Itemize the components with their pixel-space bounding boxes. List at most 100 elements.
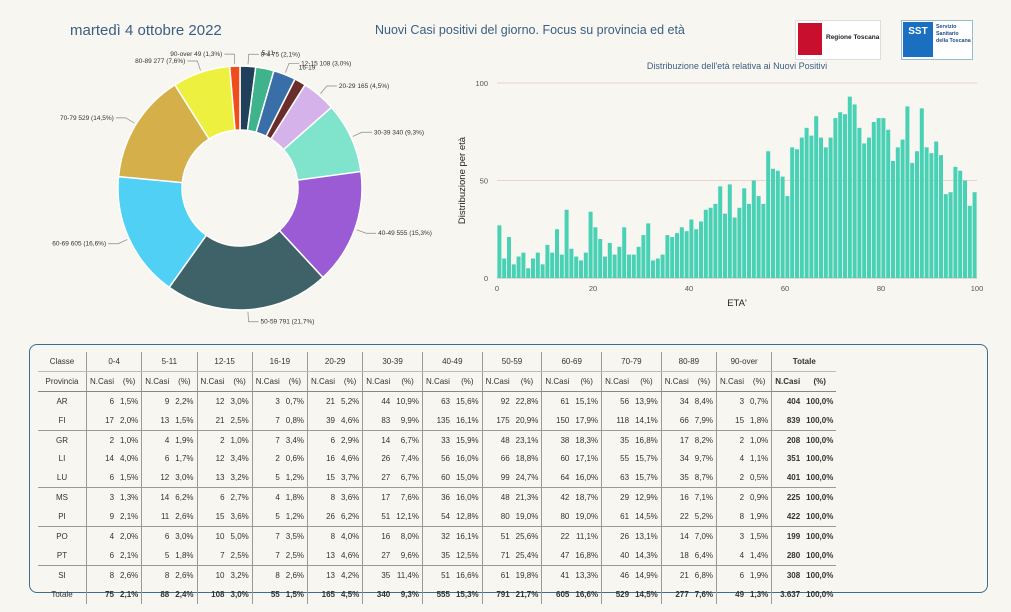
percent-cell: 4,5% [341, 589, 360, 599]
count-cell: 46 [601, 565, 633, 585]
header-ncasi: N.Casi [481, 371, 513, 392]
slice-leader-line [187, 60, 201, 71]
histogram-bar [900, 139, 905, 278]
table-row: MS 3 1,3% 14 6,2% 6 2,7% 4 1,8% 8 3,6% 17 7,6% 36 16,0… [38, 487, 836, 508]
count-cell: 401 [771, 468, 804, 489]
slice-label: 60-69 605 (16,6%) [52, 241, 106, 248]
count-cell: 308 [771, 565, 804, 585]
percent-cell: 15,6% [455, 396, 479, 406]
histogram-bar [550, 252, 555, 278]
y-tick-label: 50 [480, 177, 488, 186]
header-age-class: 60-69 [541, 352, 602, 372]
percent-cell: 2,2% [175, 396, 194, 406]
table-row: PT 6 2,1% 5 1,8% 7 2,5% 7 2,5% 13 4,6% 27 9,6% 35 12,5… [38, 545, 837, 566]
count-cell: 99 [481, 468, 513, 489]
histogram-bar [579, 260, 583, 278]
count-cell: 13 [141, 410, 173, 431]
report-date: martedì 4 ottobre 2022 [70, 22, 222, 39]
count-cell: 3 [86, 487, 118, 508]
percent-cell: 15,3% [455, 589, 479, 599]
percent-cell: 14,5% [635, 589, 658, 599]
histogram-bar [948, 192, 953, 278]
header-ncasi: N.Casi [716, 371, 748, 392]
count-cell: 15 [716, 410, 748, 431]
histogram-bar [958, 170, 963, 278]
percent-cell: 8,2% [694, 435, 714, 445]
count-cell: 34 [660, 391, 692, 411]
count-cell: 118 [601, 410, 633, 431]
percent-cell: 2,1% [117, 545, 142, 566]
percent-cell: 7,0% [694, 531, 714, 541]
percent-cell: 18,3% [575, 435, 599, 445]
percent-cell: 4,6% [341, 454, 360, 464]
histogram-bar [804, 127, 809, 278]
percent-cell: 20,9% [512, 410, 542, 431]
table-row: PI 9 2,1% 11 2,6% 15 3,6% 5 1,2% 26 6,2% 51 12,1% 54 1… [38, 507, 837, 528]
percent-cell: 2,1% [117, 507, 142, 528]
percent-cell: 16,1% [455, 531, 479, 541]
count-cell: 2 [716, 430, 748, 450]
histogram-bar [833, 118, 838, 278]
header-perc: (%) [338, 371, 363, 392]
histogram-bar [871, 122, 876, 278]
percent-cell: 16,8% [572, 545, 602, 566]
percent-cell: 16,6% [455, 570, 479, 580]
histogram-bar [847, 96, 852, 279]
slice-label: 12-15 108 (3,0%) [301, 60, 351, 67]
percent-cell: 17,1% [575, 454, 599, 464]
count-cell: 8 [251, 565, 283, 585]
province-cell: PO [56, 531, 68, 541]
count-cell: 22 [541, 526, 573, 546]
count-cell: 21 [660, 565, 692, 585]
count-cell: 80 [481, 507, 513, 528]
percent-cell: 100,0% [803, 468, 837, 489]
y-tick-label: 100 [475, 79, 488, 88]
percent-cell: 12,5% [452, 545, 483, 566]
percent-cell: 23,1% [515, 435, 539, 445]
histogram-bar [943, 194, 948, 278]
percent-cell: 5,2% [341, 396, 360, 406]
histogram-bar [569, 248, 574, 278]
percent-cell: 16,0% [455, 493, 479, 503]
count-cell: 9 [86, 507, 118, 528]
histogram-bar [675, 233, 679, 278]
percent-cell: 1,9% [175, 435, 194, 445]
percent-cell: 100,0% [806, 396, 834, 406]
count-cell: 66 [481, 449, 513, 469]
percent-cell: 3,7% [338, 468, 363, 489]
percent-cell: 15,7% [632, 468, 662, 489]
pegasus-flag-icon [798, 23, 822, 55]
header-age-class: 0-4 [85, 352, 142, 372]
percent-cell: 0,9% [750, 493, 769, 503]
percent-cell: 6,2% [175, 493, 194, 503]
count-cell: 2 [251, 449, 283, 469]
count-cell: 6 [307, 430, 339, 450]
header-classe: Classe [38, 352, 87, 372]
histogram-bar [891, 161, 895, 278]
histogram-bar [622, 227, 627, 278]
percent-cell: 1,0% [230, 435, 249, 445]
count-cell: 4 [251, 487, 283, 508]
count-cell: 80 [541, 507, 573, 528]
percent-cell: 19,8% [515, 570, 539, 580]
histogram-bar [612, 254, 617, 278]
percent-cell: 4,6% [338, 545, 363, 566]
histogram-bar [732, 217, 737, 278]
histogram-bar [780, 176, 785, 278]
percent-cell: 3,2% [230, 570, 249, 580]
histogram-bar [651, 260, 655, 278]
percent-cell: 0,7% [750, 396, 769, 406]
header-age-class: 70-79 [601, 352, 662, 372]
header-ncasi: N.Casi [196, 371, 228, 392]
percent-cell: 11,4% [396, 570, 419, 580]
percent-cell: 12,8% [452, 507, 483, 528]
count-cell: 8 [307, 487, 339, 508]
histogram-bar [723, 213, 727, 278]
count-cell: 3 [251, 391, 283, 411]
count-cell: 35 [601, 430, 633, 450]
count-cell: 15 [307, 468, 339, 489]
sst-badge-icon: SST [903, 22, 933, 57]
count-cell: 108 [196, 584, 228, 604]
histogram-bar [588, 211, 593, 278]
count-cell: 27 [362, 468, 394, 489]
